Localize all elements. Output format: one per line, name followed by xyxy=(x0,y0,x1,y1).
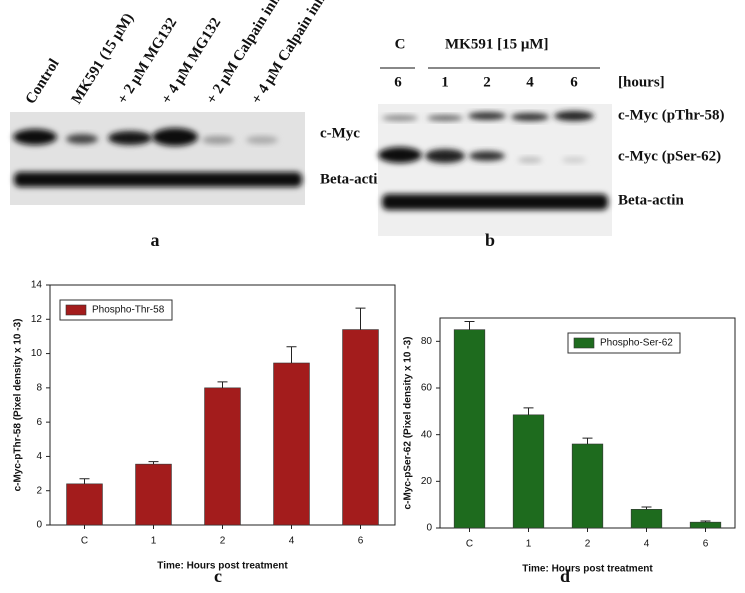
y-tick-label: 10 xyxy=(31,348,43,359)
y-tick-label: 4 xyxy=(36,451,42,462)
x-tick-label: 1 xyxy=(151,536,157,547)
error-bar xyxy=(641,506,652,510)
time-label: 6 xyxy=(394,74,402,90)
panel-label: a xyxy=(151,230,160,250)
error-bar xyxy=(79,478,90,484)
x-tick-label: C xyxy=(81,536,88,547)
y-tick-label: 0 xyxy=(36,520,42,531)
x-tick-label: 2 xyxy=(220,536,226,547)
lane-label: Control xyxy=(23,56,63,107)
error-bar xyxy=(582,437,593,444)
legend-box xyxy=(567,332,681,354)
time-label: 4 xyxy=(526,74,534,90)
bar xyxy=(512,414,545,529)
panel-label: c xyxy=(214,566,222,586)
legend-swatch xyxy=(65,304,87,316)
y-tick-label: 40 xyxy=(421,429,433,440)
y-tick-label: 60 xyxy=(421,383,433,394)
x-tick-label: 1 xyxy=(526,539,532,550)
error-bar xyxy=(464,321,475,330)
bar xyxy=(342,329,379,526)
legend-label: Phospho-Thr-58 xyxy=(92,305,165,316)
error-bar xyxy=(355,307,366,330)
error-bar xyxy=(523,407,534,415)
row-label: Beta-actin xyxy=(320,171,386,187)
control-label: C xyxy=(395,36,406,52)
y-tick-label: 0 xyxy=(426,523,432,534)
y-tick-label: 8 xyxy=(36,382,42,393)
bar xyxy=(66,483,103,526)
row-label: c-Myc xyxy=(320,125,360,141)
x-tick-label: C xyxy=(466,539,473,550)
y-axis-label: c-Myc-pThr-58 (Pixel density x 10 -3) xyxy=(13,319,24,492)
x-tick-label: 6 xyxy=(358,536,364,547)
error-bar xyxy=(217,381,228,388)
y-tick-label: 12 xyxy=(31,314,43,325)
y-tick-label: 20 xyxy=(421,476,433,487)
y-axis-label: c-Myc-pSer-62 (Pixel density x 10 -3) xyxy=(403,337,414,510)
error-bar xyxy=(286,346,297,363)
bar xyxy=(630,509,663,529)
error-bar xyxy=(700,520,711,523)
blot-a xyxy=(10,112,305,205)
panel-label: b xyxy=(485,230,495,250)
x-tick-label: 4 xyxy=(644,539,650,550)
bar xyxy=(204,387,241,526)
bar xyxy=(135,463,172,526)
bar xyxy=(571,443,604,529)
x-axis-label: Time: Hours post treatment xyxy=(522,564,653,575)
legend-box xyxy=(59,299,173,321)
time-label: 6 xyxy=(570,74,578,90)
y-tick-label: 14 xyxy=(31,280,43,291)
y-tick-label: 6 xyxy=(36,417,42,428)
time-label: 2 xyxy=(483,74,491,90)
x-axis-label: Time: Hours post treatment xyxy=(157,561,288,572)
panel-label: d xyxy=(560,566,570,586)
row-label: c-Myc (pSer-62) xyxy=(618,148,721,164)
x-tick-label: 4 xyxy=(289,536,295,547)
y-tick-label: 2 xyxy=(36,485,42,496)
bar xyxy=(453,329,486,529)
legend-swatch xyxy=(573,337,595,349)
time-label: 1 xyxy=(441,74,449,90)
blot-b xyxy=(378,104,612,236)
x-tick-label: 6 xyxy=(703,539,709,550)
unit-label: [hours] xyxy=(618,74,665,90)
row-label: Beta-actin xyxy=(618,192,684,208)
x-tick-label: 2 xyxy=(585,539,591,550)
legend-label: Phospho-Ser-62 xyxy=(600,338,673,349)
treatment-label: MK591 [15 μM] xyxy=(445,36,548,52)
row-label: c-Myc (pThr-58) xyxy=(618,107,725,123)
bar xyxy=(273,362,310,526)
bar xyxy=(689,521,722,529)
error-bar xyxy=(148,461,159,465)
y-tick-label: 80 xyxy=(421,336,433,347)
